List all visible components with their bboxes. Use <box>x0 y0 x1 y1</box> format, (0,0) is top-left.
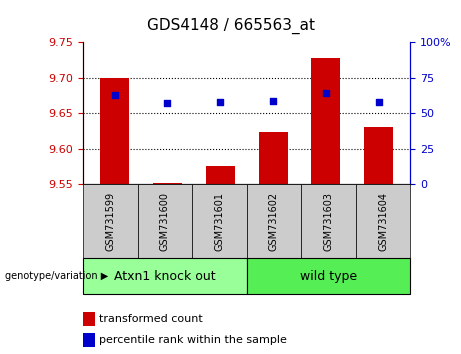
Bar <box>311 58 340 184</box>
Text: GSM731599: GSM731599 <box>105 192 115 251</box>
Text: GSM731604: GSM731604 <box>378 192 388 251</box>
Text: GDS4148 / 665563_at: GDS4148 / 665563_at <box>147 18 314 34</box>
Text: GSM731602: GSM731602 <box>269 192 279 251</box>
Bar <box>259 132 288 184</box>
Text: GSM731603: GSM731603 <box>324 192 333 251</box>
Text: percentile rank within the sample: percentile rank within the sample <box>99 335 287 345</box>
Point <box>217 99 224 105</box>
Text: Atxn1 knock out: Atxn1 knock out <box>114 270 216 282</box>
Point <box>375 99 382 105</box>
Bar <box>364 127 393 184</box>
Text: genotype/variation ▶: genotype/variation ▶ <box>5 271 108 281</box>
Point <box>322 91 330 96</box>
Bar <box>206 166 235 184</box>
Point <box>269 98 277 103</box>
Text: transformed count: transformed count <box>99 314 203 324</box>
Text: wild type: wild type <box>300 270 357 282</box>
Text: GSM731600: GSM731600 <box>160 192 170 251</box>
Point <box>111 92 118 98</box>
Bar <box>153 183 182 184</box>
Bar <box>100 78 129 184</box>
Point <box>164 101 171 106</box>
Text: GSM731601: GSM731601 <box>214 192 225 251</box>
